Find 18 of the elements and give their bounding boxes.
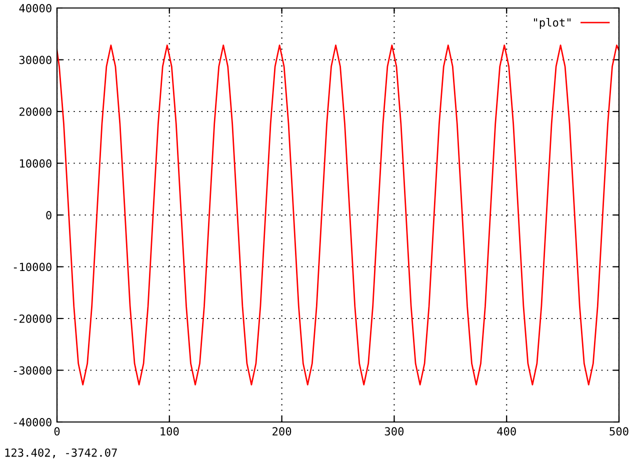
y-tick-label: 30000	[19, 56, 52, 64]
y-tick-label: 10000	[20, 159, 52, 168]
x-tick-label: 200	[272, 427, 292, 436]
legend-label: "plot"	[534, 18, 570, 29]
y-tick-label: -30000	[14, 366, 52, 375]
y-tick-label: 40000	[19, 4, 52, 12]
y-tick-label: -40000	[14, 418, 52, 426]
y-tick-label: -20000	[14, 314, 52, 323]
y-tick-label: 0	[46, 211, 52, 220]
y-tick-label: 20000	[20, 108, 52, 116]
text: 123.402, -3742.07	[5, 448, 117, 458]
line-series	[57, 44, 619, 386]
x-tick-label: 400	[497, 427, 516, 436]
x-tick-label: 500	[610, 427, 628, 436]
x-tick-label: 100	[160, 427, 179, 436]
x-tick-label: 300	[384, 427, 404, 436]
x-tick-label: 0	[54, 427, 60, 436]
y-tick-label: -10000	[14, 262, 52, 272]
